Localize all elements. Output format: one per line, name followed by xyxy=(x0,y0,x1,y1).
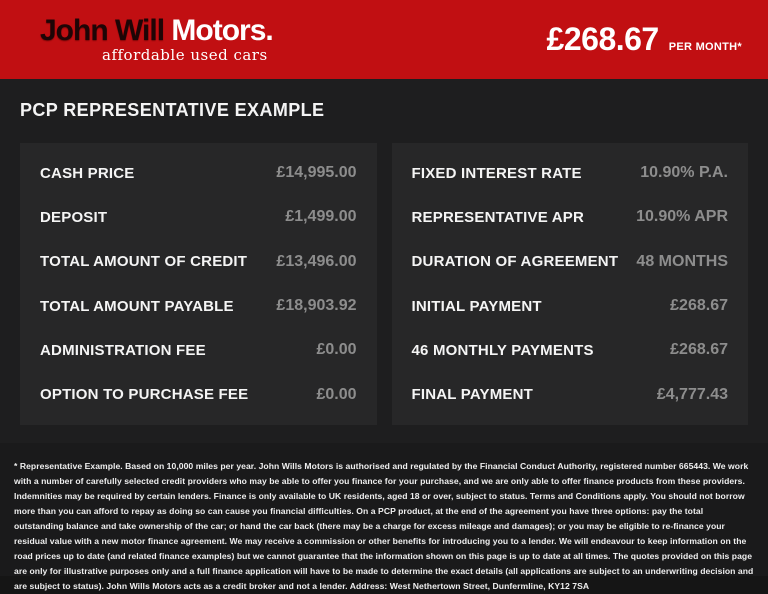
dealer-name-light: Motors. xyxy=(164,14,273,47)
row-value: 10.90% APR xyxy=(636,208,728,226)
table-row: DEPOSIT £1,499.00 xyxy=(40,208,357,226)
finance-table-left: CASH PRICE £14,995.00 DEPOSIT £1,499.00 … xyxy=(20,143,377,425)
dealer-name: John Will Motors. xyxy=(40,14,274,47)
row-label: FIXED INTEREST RATE xyxy=(411,164,582,182)
row-label: DURATION OF AGREEMENT xyxy=(411,253,619,271)
pcp-example-title: PCP REPRESENTATIVE EXAMPLE xyxy=(20,100,325,120)
row-label: INITIAL PAYMENT xyxy=(411,297,542,315)
row-label: 46 MONTHLY PAYMENTS xyxy=(411,341,594,359)
row-value: £0.00 xyxy=(316,341,357,359)
table-row: ADMINISTRATION FEE £0.00 xyxy=(40,341,357,359)
finance-example-section: PCP REPRESENTATIVE EXAMPLE CASH PRICE £1… xyxy=(0,79,768,443)
table-row: FINAL PAYMENT £4,777.43 xyxy=(412,386,729,404)
dealer-name-dark: John Will xyxy=(40,14,165,47)
row-value: £4,777.43 xyxy=(656,385,728,403)
table-row: OPTION TO PURCHASE FEE £0.00 xyxy=(40,386,357,404)
table-row: TOTAL AMOUNT PAYABLE £18,903.92 xyxy=(40,297,357,315)
dealer-tagline: affordable used cars xyxy=(102,46,268,64)
row-value: £268.67 xyxy=(670,297,728,315)
row-value: £268.67 xyxy=(670,341,728,359)
disclaimer-footer: * Representative Example. Based on 10,00… xyxy=(0,443,768,591)
table-row: FIXED INTEREST RATE 10.90% P.A. xyxy=(412,164,729,182)
row-value: 10.90% P.A. xyxy=(640,164,728,182)
row-label: ADMINISTRATION FEE xyxy=(40,341,206,359)
table-row: INITIAL PAYMENT £268.67 xyxy=(412,297,729,315)
row-label: DEPOSIT xyxy=(40,208,108,226)
row-label: OPTION TO PURCHASE FEE xyxy=(40,386,249,404)
disclaimer-text: * Representative Example. Based on 10,00… xyxy=(14,461,754,591)
row-value: £0.00 xyxy=(316,385,357,403)
row-label: TOTAL AMOUNT OF CREDIT xyxy=(40,253,248,271)
table-row: 46 MONTHLY PAYMENTS £268.67 xyxy=(412,341,729,359)
row-label: FINAL PAYMENT xyxy=(411,386,534,404)
table-row: TOTAL AMOUNT OF CREDIT £13,496.00 xyxy=(40,253,357,271)
row-value: £13,496.00 xyxy=(276,252,357,270)
table-row: DURATION OF AGREEMENT 48 MONTHS xyxy=(412,253,729,271)
row-label: REPRESENTATIVE APR xyxy=(411,208,585,226)
row-value: 48 MONTHS xyxy=(636,252,728,270)
row-label: TOTAL AMOUNT PAYABLE xyxy=(40,297,234,315)
row-value: £14,995.00 xyxy=(276,164,357,182)
monthly-price-suffix: PER MONTH* xyxy=(668,41,742,53)
site-header: John Will Motors. affordable used cars £… xyxy=(0,0,768,79)
dealer-logo[interactable]: John Will Motors. affordable used cars xyxy=(40,14,274,64)
finance-table-right: FIXED INTEREST RATE 10.90% P.A. REPRESEN… xyxy=(391,143,748,425)
row-label: CASH PRICE xyxy=(40,164,135,182)
monthly-price: £268.67 PER MONTH* xyxy=(547,21,742,58)
row-value: £1,499.00 xyxy=(285,208,357,226)
monthly-price-amount: £268.67 xyxy=(546,21,660,57)
finance-panels: CASH PRICE £14,995.00 DEPOSIT £1,499.00 … xyxy=(20,143,748,425)
row-value: £18,903.92 xyxy=(276,297,357,315)
table-row: CASH PRICE £14,995.00 xyxy=(40,164,357,182)
table-row: REPRESENTATIVE APR 10.90% APR xyxy=(412,208,729,226)
